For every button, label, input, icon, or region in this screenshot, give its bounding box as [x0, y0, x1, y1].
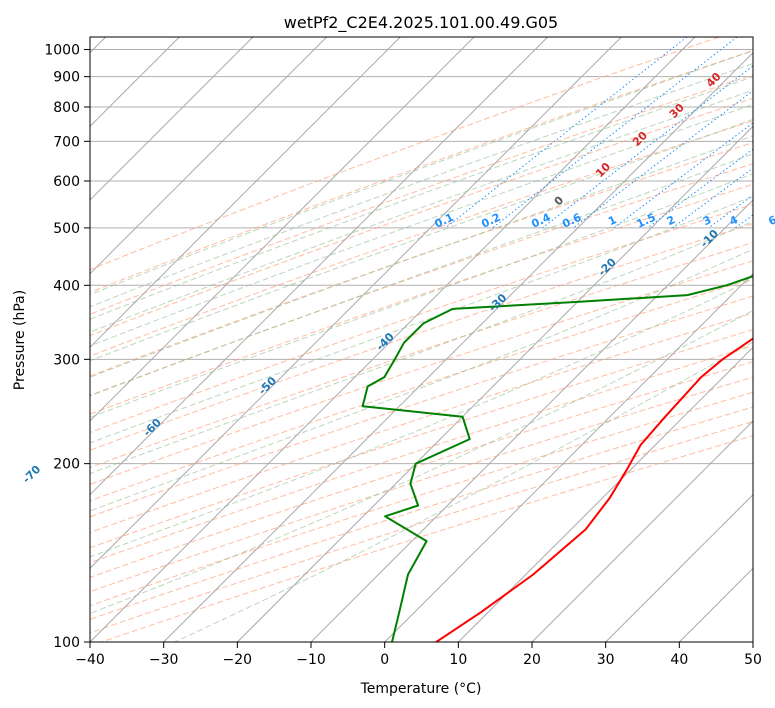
y-axis-ticks: 1000 900 800 700 600 500 400 300 200 100: [44, 43, 90, 651]
y-tick-label: 200: [53, 457, 80, 473]
mixing-ratio-line: [492, 37, 738, 229]
moist-adiabat-line: [90, 278, 753, 558]
moist-adiabat-line: [90, 50, 753, 296]
dewpoint-trace: [361, 275, 753, 642]
dry-adiabat-line: [90, 37, 720, 271]
dry-adiabat-line: [90, 97, 753, 337]
x-tick-label: −40: [75, 652, 105, 668]
isotherm-line: [90, 37, 549, 496]
x-tick-label: −10: [296, 652, 326, 668]
x-tick-label: 0: [380, 652, 389, 668]
sounding-traces: [361, 275, 753, 642]
dry-adiabat-line: [90, 345, 753, 564]
isotherm-line: [90, 37, 180, 128]
isotherm-line: [310, 199, 753, 642]
isotherm-line: [90, 37, 622, 570]
y-tick-label: 500: [53, 221, 80, 237]
y-tick-label: 100: [53, 635, 80, 651]
temperature-trace: [435, 337, 753, 642]
moist-adiabat-line: [90, 76, 753, 320]
dry-adiabat-line: [90, 163, 753, 396]
x-tick-label: 20: [523, 652, 541, 668]
dry-adiabat-line: [90, 295, 753, 518]
isotherm-line: [236, 125, 753, 642]
isotherm-line: [90, 37, 401, 349]
y-tick-label: 800: [53, 100, 80, 116]
moist-adiabat-line: [90, 89, 753, 333]
y-tick-label: 600: [53, 174, 80, 190]
plot-frame: [89, 36, 754, 643]
moist-adiabat-line: [90, 173, 753, 418]
x-tick-label: 30: [597, 652, 615, 668]
y-tick-label: 1000: [44, 43, 80, 59]
dry-adiabat-line: [90, 142, 753, 377]
x-tick-label: −30: [149, 652, 179, 668]
mixing-ratio-line: [572, 90, 753, 229]
dry-adiabat-line: [90, 329, 753, 549]
moist-adiabat-line: [90, 195, 753, 444]
y-tick-label: 400: [53, 278, 80, 294]
dry-adiabat-line: [90, 50, 753, 293]
plot-area: [90, 37, 753, 642]
moist-adiabat-line: [90, 220, 753, 475]
moist-adiabat-line: [90, 118, 753, 362]
isotherm-line: [163, 51, 753, 642]
mixing-ratio-lines: [445, 37, 753, 229]
mixing-ratio-line: [672, 167, 753, 229]
moist-adiabat-line: [90, 309, 753, 614]
mixing-ratio-line: [542, 65, 753, 229]
isotherm-line: [457, 346, 753, 642]
isotherm-line: [90, 37, 328, 275]
chart-title: wetPf2_C2E4.2025.101.00.49.G05: [284, 13, 558, 33]
isotherm-line: [90, 37, 696, 642]
y-tick-label: 300: [53, 352, 80, 368]
x-axis-ticks: −40 −30 −20 −10 0 10 20 30 40 50: [75, 642, 762, 668]
moist-adiabat-line: [90, 153, 753, 397]
x-axis-label: Temperature (°C): [360, 681, 482, 697]
dry-adiabat-line: [90, 74, 753, 315]
x-tick-label: 50: [744, 652, 762, 668]
pressure-gridlines: [90, 49, 753, 642]
dry-adiabat-line: [90, 278, 753, 502]
dry-adiabat-line: [90, 241, 753, 469]
mixing-ratio-label: 6: [766, 213, 775, 228]
dry-adiabat-line: [90, 376, 753, 593]
dry-adiabat-line: [90, 203, 753, 433]
moist-adiabat-line: [90, 248, 753, 512]
dry-adiabat-line: [90, 183, 753, 415]
x-tick-label: 10: [449, 652, 467, 668]
y-tick-label: 900: [53, 70, 80, 86]
x-tick-label: −20: [223, 652, 253, 668]
dry-adiabat-line: [90, 391, 753, 607]
skewed-isotherms: [90, 37, 753, 642]
isotherm-line: [90, 37, 475, 422]
moist-adiabats: [90, 50, 753, 642]
isotherm-line: [384, 272, 753, 642]
moist-adiabat-line: [90, 63, 753, 308]
x-tick-label: 40: [670, 652, 688, 668]
y-axis-label: Pressure (hPa): [12, 290, 28, 390]
isotherm-line: [90, 37, 254, 201]
y-tick-label: 700: [53, 134, 80, 150]
